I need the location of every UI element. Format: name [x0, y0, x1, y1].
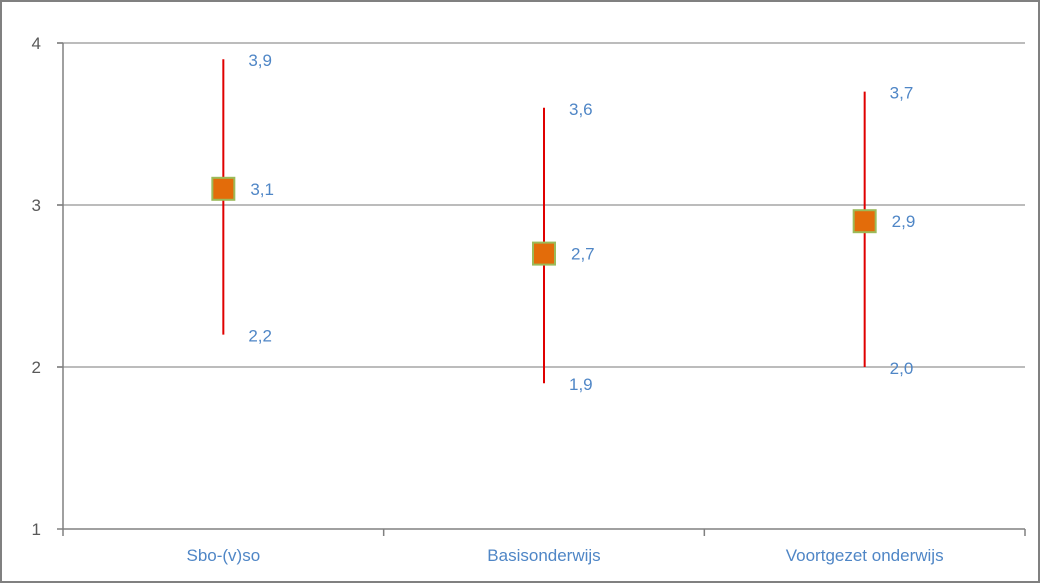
mean-value-label: 3,1 [250, 180, 274, 199]
y-tick-label: 2 [32, 358, 41, 377]
y-tick-label: 4 [32, 34, 41, 53]
lower-value-label: 2,2 [248, 327, 272, 346]
x-category-label: Voortgezet onderwijs [786, 546, 944, 565]
mean-value-label: 2,9 [892, 212, 916, 231]
y-tick-label: 1 [32, 520, 41, 539]
mean-value-label: 2,7 [571, 245, 595, 264]
upper-value-label: 3,7 [890, 84, 914, 103]
mean-marker [532, 241, 556, 266]
upper-value-label: 3,6 [569, 100, 593, 119]
x-category-label: Sbo-(v)so [186, 546, 260, 565]
mean-marker [852, 209, 877, 234]
lower-value-label: 2,0 [890, 359, 914, 378]
mean-marker [211, 176, 236, 201]
y-tick-label: 3 [32, 196, 41, 215]
lower-value-label: 1,9 [569, 375, 593, 394]
x-category-label: Basisonderwijs [487, 546, 600, 565]
upper-value-label: 3,9 [248, 51, 272, 70]
